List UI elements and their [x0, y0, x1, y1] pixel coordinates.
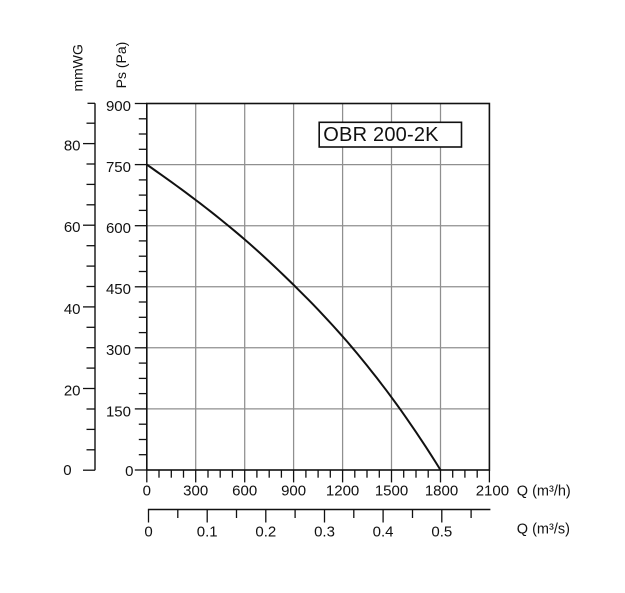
svg-text:1500: 1500 — [375, 483, 408, 500]
svg-text:1800: 1800 — [425, 483, 458, 500]
svg-text:300: 300 — [106, 342, 131, 359]
svg-text:600: 600 — [232, 483, 257, 500]
svg-text:Q (m³/h): Q (m³/h) — [517, 484, 571, 500]
svg-text:900: 900 — [281, 483, 306, 500]
svg-text:0.3: 0.3 — [314, 524, 335, 541]
svg-text:Ps (Pa): Ps (Pa) — [113, 42, 129, 89]
svg-text:80: 80 — [64, 138, 81, 155]
svg-text:mmWG: mmWG — [70, 44, 86, 91]
svg-text:0.2: 0.2 — [255, 524, 276, 541]
svg-text:60: 60 — [64, 219, 81, 236]
svg-text:0: 0 — [63, 462, 71, 479]
svg-text:2100: 2100 — [476, 483, 509, 500]
svg-text:750: 750 — [106, 159, 131, 176]
svg-text:OBR 200-2K: OBR 200-2K — [323, 124, 439, 146]
svg-text:Q (m³/s): Q (m³/s) — [517, 522, 570, 538]
svg-text:1200: 1200 — [326, 483, 359, 500]
svg-text:150: 150 — [106, 403, 131, 420]
svg-text:600: 600 — [106, 220, 131, 237]
svg-text:0: 0 — [143, 483, 151, 500]
svg-text:450: 450 — [106, 281, 131, 298]
svg-text:0: 0 — [125, 463, 133, 480]
svg-text:0: 0 — [144, 524, 152, 541]
svg-text:300: 300 — [183, 483, 208, 500]
svg-text:0.5: 0.5 — [431, 524, 452, 541]
svg-text:0.4: 0.4 — [373, 524, 394, 541]
svg-text:20: 20 — [64, 383, 81, 400]
svg-text:0.1: 0.1 — [197, 524, 218, 541]
svg-text:40: 40 — [64, 301, 81, 318]
svg-text:900: 900 — [106, 98, 131, 115]
